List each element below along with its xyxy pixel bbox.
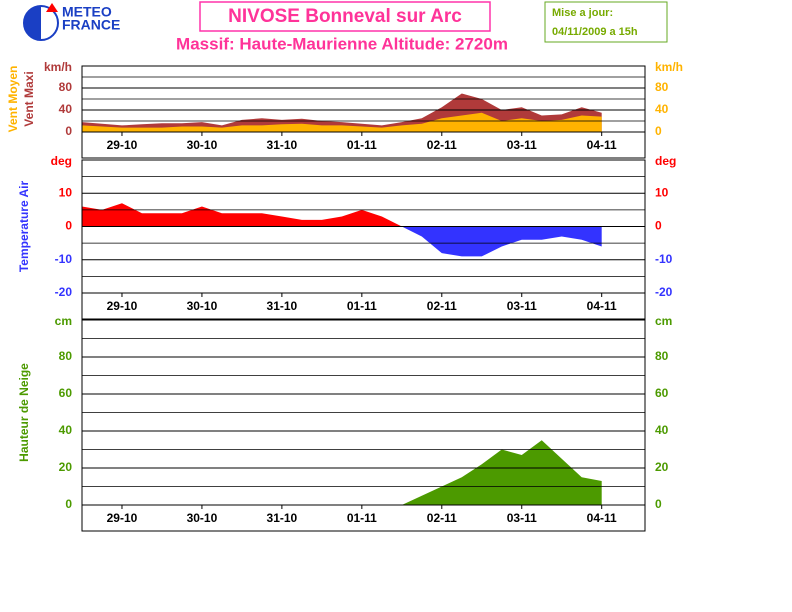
date-band	[81, 504, 646, 532]
x-tick-label: 01-11	[347, 511, 377, 525]
update-date: 04/11/2009 a 15h	[552, 26, 638, 38]
area	[82, 112, 602, 132]
date-band	[81, 292, 646, 320]
update-label: Mise a jour:	[552, 7, 613, 19]
title-box	[199, 1, 491, 32]
x-tick-label: 01-11	[347, 138, 377, 152]
y-tick-label: 10	[59, 185, 73, 199]
update-box	[544, 1, 668, 43]
y-tick-label: 80	[655, 80, 669, 94]
x-tick-label: 30-10	[187, 138, 218, 152]
y-tick-label: 80	[59, 349, 73, 363]
x-tick-label: 31-10	[267, 511, 298, 525]
x-tick-label: 02-11	[427, 511, 457, 525]
y-axis-label: Hauteur de Neige	[17, 363, 31, 462]
x-tick-label: 03-11	[507, 299, 537, 313]
logo-half	[24, 6, 41, 40]
y-tick-label: 10	[655, 185, 669, 199]
unit-label: km/h	[44, 60, 72, 74]
unit-label: cm	[655, 314, 672, 328]
x-tick-label: 29-10	[107, 511, 138, 525]
date-band	[81, 131, 646, 159]
area	[82, 203, 602, 257]
y-tick-label: 60	[59, 386, 73, 400]
y-tick-label: 40	[655, 423, 669, 437]
y-axis-label: Vent Maxi	[22, 71, 36, 126]
chart-subtitle: Massif: Haute-Maurienne Altitude: 2720m	[176, 34, 508, 53]
y-tick-label: 40	[59, 423, 73, 437]
x-tick-label: 01-11	[347, 299, 377, 313]
y-tick-label: -20	[655, 285, 673, 299]
y-axis-label: Vent Moyen	[6, 66, 20, 133]
x-tick-label: 04-11	[587, 511, 617, 525]
y-tick-label: 0	[655, 497, 662, 511]
x-tick-label: 04-11	[587, 138, 617, 152]
x-tick-label: 03-11	[507, 511, 537, 525]
y-tick-label: 0	[655, 124, 662, 138]
y-tick-label: 0	[65, 219, 72, 233]
logo: METEO FRANCE	[23, 3, 120, 41]
unit-label: cm	[55, 314, 72, 328]
x-tick-label: 04-11	[587, 299, 617, 313]
x-tick-label: 31-10	[267, 138, 298, 152]
logo-text: METEO	[62, 4, 112, 20]
x-tick-label: 31-10	[267, 299, 298, 313]
x-tick-label: 30-10	[187, 511, 218, 525]
y-tick-label: 40	[655, 102, 669, 116]
y-tick-label: -10	[55, 252, 73, 266]
y-tick-label: 20	[59, 460, 73, 474]
x-tick-label: 03-11	[507, 138, 537, 152]
y-tick-label: 40	[59, 102, 73, 116]
y-tick-label: 0	[655, 219, 662, 233]
x-tick-label: 02-11	[427, 138, 457, 152]
area	[82, 440, 602, 505]
y-tick-label: 20	[655, 460, 669, 474]
y-tick-label: 0	[65, 124, 72, 138]
y-tick-label: 60	[655, 386, 669, 400]
unit-label: km/h	[655, 60, 683, 74]
y-tick-label: -20	[55, 285, 73, 299]
x-tick-label: 30-10	[187, 299, 218, 313]
x-tick-label: 29-10	[107, 299, 138, 313]
x-tick-label: 02-11	[427, 299, 457, 313]
y-axis-label: Temperature Air	[17, 180, 31, 272]
y-tick-label: 80	[655, 349, 669, 363]
logo-text: FRANCE	[62, 17, 120, 33]
y-tick-label: 0	[65, 497, 72, 511]
logo-triangle	[46, 3, 58, 12]
unit-label: deg	[51, 154, 72, 168]
x-tick-label: 29-10	[107, 138, 138, 152]
chart-title: NIVOSE Bonneval sur Arc	[228, 6, 462, 27]
unit-label: deg	[655, 154, 676, 168]
y-tick-label: -10	[655, 252, 673, 266]
y-tick-label: 80	[59, 80, 73, 94]
